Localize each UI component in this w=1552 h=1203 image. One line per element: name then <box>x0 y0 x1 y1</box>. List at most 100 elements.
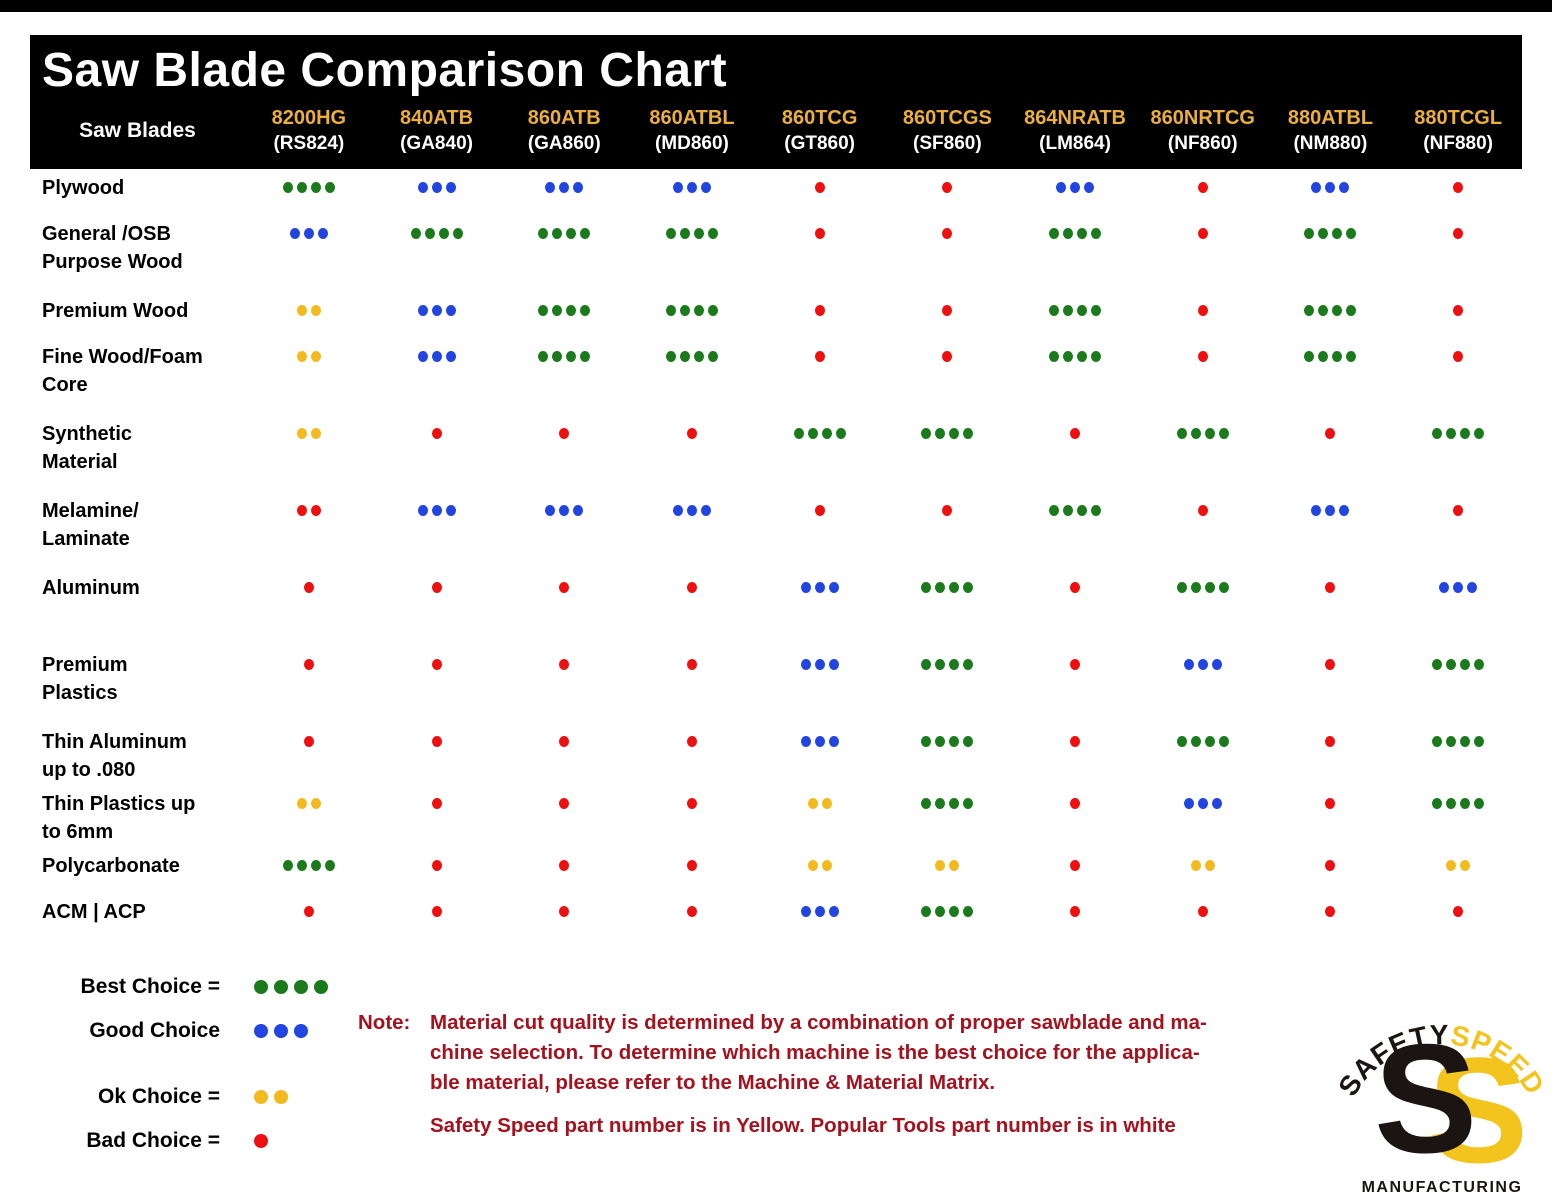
rating-dots <box>417 505 456 516</box>
rating-cell <box>1011 723 1139 785</box>
rating-dot <box>296 182 307 193</box>
rating-dot <box>573 505 584 516</box>
rating-dots <box>1049 228 1102 239</box>
material-row: Plywood <box>30 169 1522 215</box>
rating-dot <box>1325 659 1336 670</box>
rating-dot <box>1325 736 1336 747</box>
rating-dot <box>1197 906 1208 917</box>
column-header: 860NRTCG (NF860) <box>1139 105 1267 157</box>
rating-dot <box>1197 351 1208 362</box>
rating-dot <box>1176 736 1187 747</box>
rating-cell <box>756 338 884 415</box>
material-label: Fine Wood/Foam Core <box>42 346 203 396</box>
rating-dot <box>1070 582 1081 593</box>
rating-cell <box>628 492 756 569</box>
rating-dot <box>303 228 314 239</box>
rating-dot <box>296 860 307 871</box>
rating-dot <box>296 305 307 316</box>
rating-cell <box>1139 492 1267 569</box>
rating-dots <box>1453 505 1464 516</box>
rating-dots <box>431 659 442 670</box>
rating-dots <box>431 736 442 747</box>
rating-dot <box>1346 351 1357 362</box>
rating-cell <box>756 415 884 492</box>
rating-dots <box>1176 736 1229 747</box>
rating-dots <box>282 182 335 193</box>
rating-dots <box>559 582 570 593</box>
note: Note: Material cut quality is determined… <box>358 1008 1343 1141</box>
rating-cell <box>245 215 373 292</box>
rating-dot <box>296 798 307 809</box>
column-header: 860TCGS (SF860) <box>883 105 1011 157</box>
rating-cell <box>1139 415 1267 492</box>
rating-dot <box>1432 428 1443 439</box>
rating-dots <box>1183 798 1222 809</box>
rating-cell <box>756 785 884 847</box>
rating-cell <box>245 893 373 946</box>
rating-dot <box>828 582 839 593</box>
rating-dots <box>1325 428 1336 439</box>
rating-cell <box>883 847 1011 893</box>
rating-dots <box>1325 860 1336 871</box>
rating-dot <box>445 505 456 516</box>
material-label: Thin Plastics up to 6mm <box>42 793 196 843</box>
column-header: 860ATB (GA860) <box>500 105 628 157</box>
rating-dot <box>800 582 811 593</box>
rating-dot <box>545 505 556 516</box>
rating-dot <box>1190 736 1201 747</box>
rating-dot <box>1218 428 1229 439</box>
rating-dot <box>700 505 711 516</box>
material-row: Synthetic Material <box>30 415 1522 492</box>
rating-dot <box>1197 505 1208 516</box>
rating-cell <box>756 646 884 723</box>
material-label: Thin Aluminum up to .080 <box>42 731 187 781</box>
rating-dot <box>431 860 442 871</box>
rating-dot <box>410 228 421 239</box>
rating-cell <box>1267 723 1395 785</box>
rating-dot <box>580 228 591 239</box>
rating-dot <box>1453 182 1464 193</box>
rating-cell <box>373 415 501 492</box>
rating-dots <box>1176 428 1229 439</box>
rating-dot <box>1049 505 1060 516</box>
rating-cell <box>1267 492 1395 569</box>
rating-cell <box>373 847 501 893</box>
rating-dots <box>672 182 711 193</box>
rating-dot <box>1453 906 1464 917</box>
rating-dots <box>1432 428 1485 439</box>
material-label: Plywood <box>42 177 125 199</box>
rating-dot <box>1346 305 1357 316</box>
rating-dot <box>672 182 683 193</box>
rating-cell <box>373 646 501 723</box>
rating-dots <box>431 428 442 439</box>
rating-dot <box>1432 659 1443 670</box>
rating-dot <box>1077 305 1088 316</box>
rating-dot <box>1318 228 1329 239</box>
rating-dot <box>949 582 960 593</box>
rating-dot <box>1211 798 1222 809</box>
legend-item: Best Choice = <box>48 975 328 999</box>
material-row: ACM | ACP <box>30 893 1522 946</box>
rating-dot <box>1197 659 1208 670</box>
rating-dot <box>580 305 591 316</box>
rating-cell <box>883 785 1011 847</box>
rating-dot <box>1453 228 1464 239</box>
rating-dot <box>431 428 442 439</box>
rating-dots <box>1197 305 1208 316</box>
rating-dot <box>1332 351 1343 362</box>
logo-s-black: S <box>1374 1012 1477 1185</box>
rating-dots <box>1049 305 1102 316</box>
part-number: 8200HG <box>271 107 347 129</box>
part-number: 860TCG <box>781 107 858 129</box>
rating-dot <box>1204 428 1215 439</box>
rating-dot <box>700 182 711 193</box>
rating-dot <box>1063 305 1074 316</box>
rating-dot <box>828 736 839 747</box>
rating-dot <box>1325 505 1336 516</box>
rating-dots <box>296 798 321 809</box>
rating-dot <box>1467 582 1478 593</box>
rating-cell <box>1139 569 1267 646</box>
rating-dot <box>296 428 307 439</box>
rating-cell <box>1011 292 1139 338</box>
rating-dots <box>1432 736 1485 747</box>
